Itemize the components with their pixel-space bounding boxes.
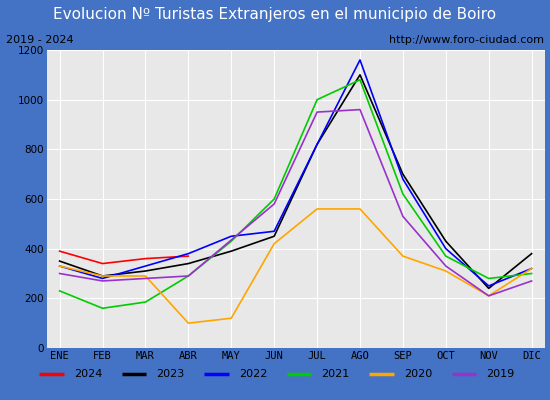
Text: Evolucion Nº Turistas Extranjeros en el municipio de Boiro: Evolucion Nº Turistas Extranjeros en el … [53,8,497,22]
Text: 2021: 2021 [321,369,349,379]
Text: 2019 - 2024: 2019 - 2024 [6,35,73,45]
Text: 2019: 2019 [486,369,514,379]
Text: 2023: 2023 [156,369,184,379]
Text: 2024: 2024 [74,369,102,379]
Text: http://www.foro-ciudad.com: http://www.foro-ciudad.com [389,35,544,45]
Text: 2020: 2020 [404,369,432,379]
Text: 2022: 2022 [239,369,267,379]
